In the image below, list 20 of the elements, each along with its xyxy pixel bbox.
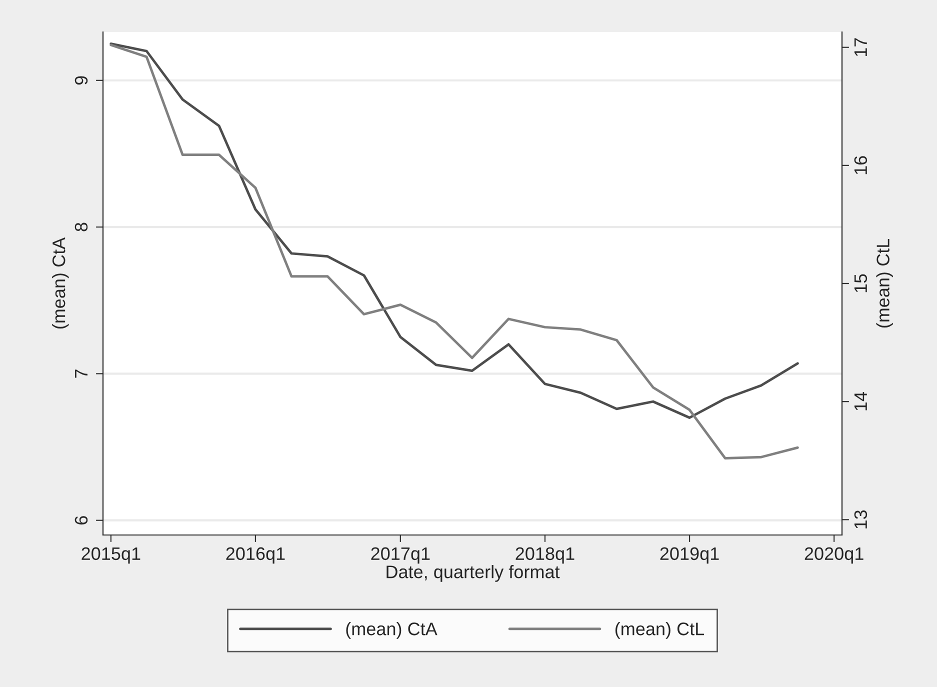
x-tick-label: 2019q1 — [660, 547, 719, 564]
x-tick-label: 2018q1 — [516, 547, 574, 564]
y2-tick-label: 13 — [854, 510, 868, 528]
x-tick-label: 2017q1 — [371, 547, 430, 564]
x-tick-label: 2015q1 — [82, 547, 140, 564]
y2-tick-label: 17 — [854, 38, 867, 56]
y2-tick-label: 16 — [854, 156, 868, 174]
y-tick-label: 6 — [74, 516, 88, 524]
y2-tick-label: 15 — [854, 274, 868, 292]
y-tick-label: 8 — [74, 222, 88, 232]
y2-axis-title: (mean) CtL — [876, 238, 894, 328]
y-axis-title: (mean) CtA — [52, 237, 69, 329]
x-tick-label: 2016q1 — [226, 547, 285, 564]
legend-label: (mean) CtA — [346, 622, 438, 639]
x-axis-title: Date, quarterly format — [386, 565, 560, 582]
legend-label: (mean) CtL — [615, 622, 704, 639]
y-tick-label: 7 — [75, 370, 88, 378]
y-tick-label: 9 — [74, 76, 88, 85]
x-tick-label: 2020q1 — [804, 547, 864, 564]
y2-tick-label: 14 — [854, 392, 867, 410]
